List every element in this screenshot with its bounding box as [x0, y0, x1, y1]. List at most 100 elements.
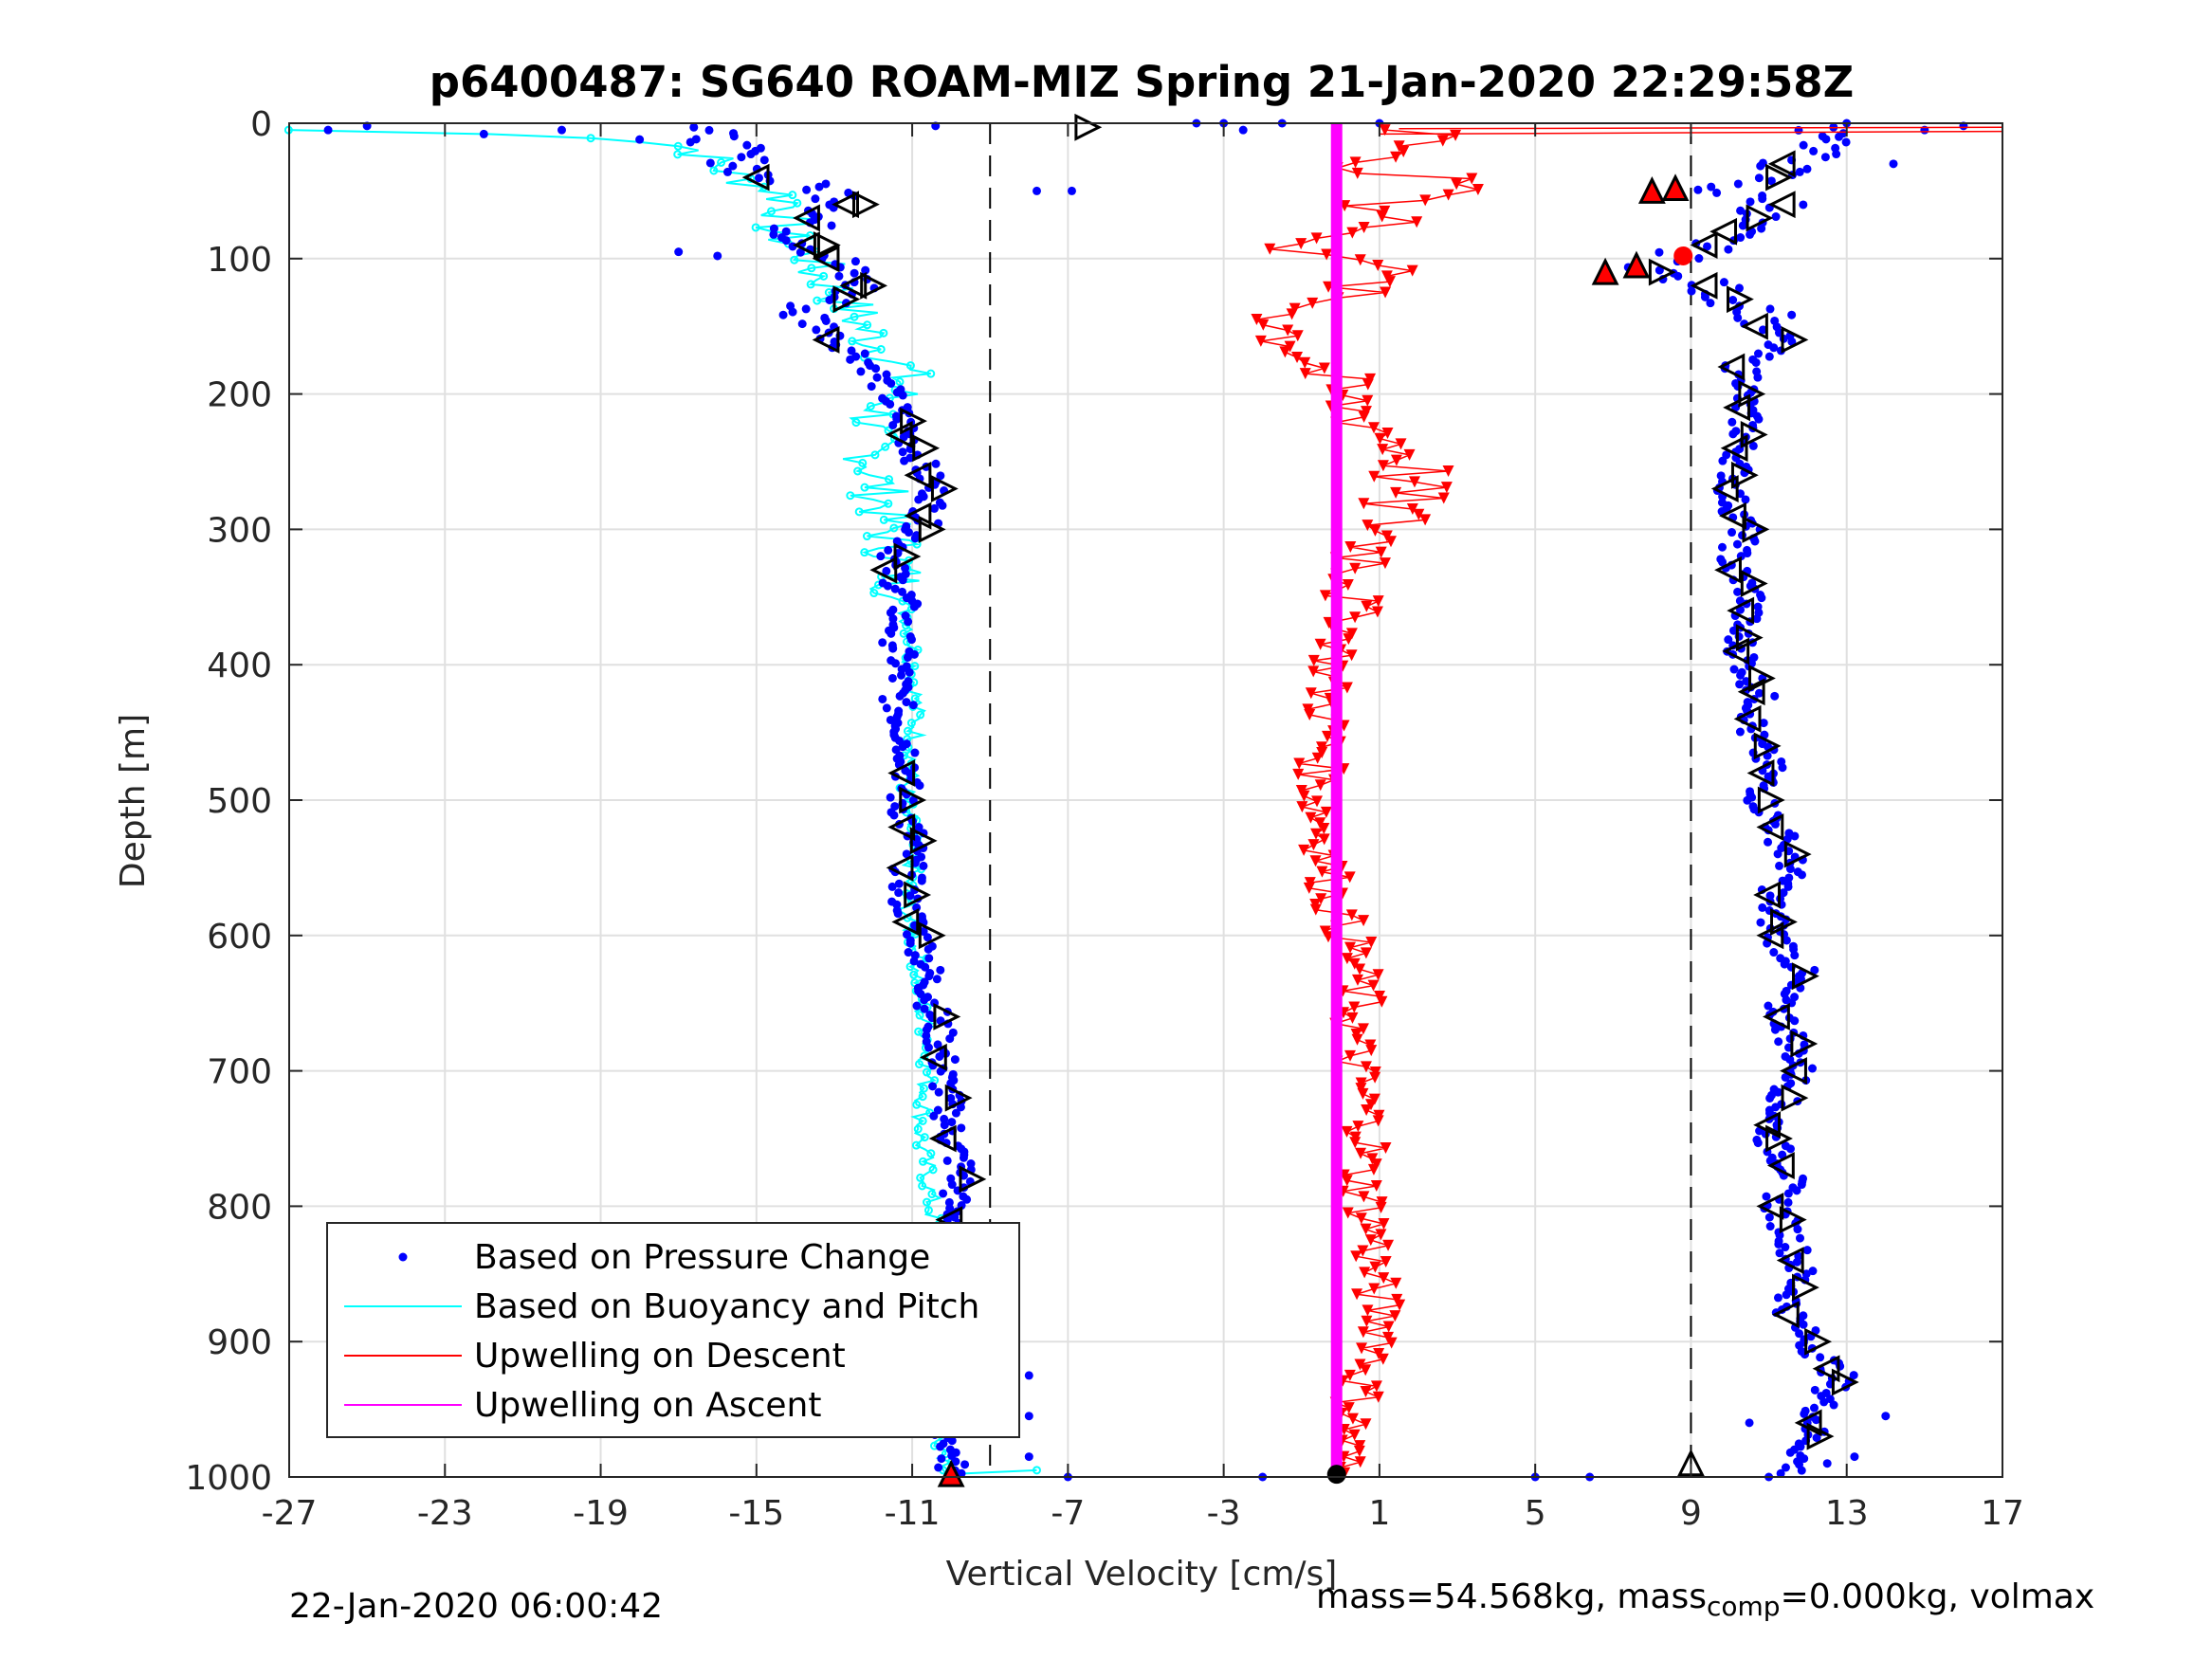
series-pressure-point-ascent — [1842, 137, 1851, 146]
y-tick-label: 300 — [207, 511, 272, 550]
series-pressure-point-ascent — [1774, 1037, 1782, 1046]
series-pressure-point-ascent — [1735, 680, 1744, 688]
series-pressure-point-descent — [779, 311, 788, 319]
series-upwelling-descent-marker — [1373, 1115, 1384, 1126]
series-pressure-point-ascent — [1718, 543, 1727, 552]
series-pressure-point-descent — [897, 671, 905, 680]
series-upwelling-descent-marker — [1358, 1326, 1369, 1338]
x-tick-label: 17 — [1981, 1494, 2024, 1533]
series-pressure-point-ascent — [1728, 296, 1737, 304]
series-upwelling-descent-marker — [1356, 1212, 1367, 1224]
y-tick-label: 200 — [207, 376, 272, 415]
series-pressure-point-ascent — [1790, 951, 1799, 959]
series-upwelling-descent-marker — [1307, 665, 1319, 677]
series-pressure-point-ascent — [1830, 1401, 1838, 1410]
series-pressure-point-ascent — [1736, 728, 1745, 737]
marker-ascent-left — [1771, 193, 1794, 216]
series-pressure-point-ascent — [1765, 1213, 1774, 1222]
series-pressure-point-descent — [887, 629, 895, 638]
series-pressure-point-ascent — [1733, 314, 1742, 322]
series-pressure-point-ascent — [1802, 165, 1811, 173]
legend-label: Upwelling on Ascent — [474, 1386, 821, 1425]
series-pressure-point-descent — [937, 1454, 945, 1463]
series-pressure-outlier — [1835, 133, 1843, 141]
series-pressure-point-descent — [802, 304, 811, 313]
series-upwelling-descent-marker — [1348, 1001, 1360, 1012]
series-pressure-outlier — [635, 136, 644, 144]
x-tick-label: 9 — [1680, 1494, 1702, 1533]
x-tick-label: -27 — [262, 1494, 318, 1533]
series-pressure-outlier — [480, 130, 488, 138]
series-pressure-point-ascent — [1800, 1321, 1808, 1329]
series-pressure-point-descent — [861, 350, 869, 358]
series-upwelling-descent-marker — [1359, 1267, 1370, 1278]
series-pressure-point-descent — [755, 173, 763, 182]
series-pressure-point-descent — [873, 374, 882, 382]
series-pressure-point-ascent — [1775, 862, 1783, 870]
footer-mass-sub: comp — [1707, 1591, 1781, 1622]
series-upwelling-descent-marker — [1316, 866, 1327, 878]
series-pressure-outlier — [674, 247, 683, 256]
series-upwelling-descent-marker — [1372, 607, 1383, 618]
series-pressure-point-descent — [935, 1088, 943, 1097]
series-pressure-point-ascent — [1757, 593, 1765, 602]
series-pressure-point-descent — [960, 1460, 969, 1468]
series-pressure-point-descent — [705, 126, 714, 135]
series-pressure-point-descent — [918, 877, 926, 885]
series-upwelling-descent-marker — [1257, 319, 1269, 331]
series-pressure-point-descent — [884, 582, 892, 591]
series-upwelling-descent-marker — [1321, 807, 1332, 818]
series-pressure-point-descent — [706, 158, 715, 167]
series-pressure-outlier — [1881, 1412, 1890, 1420]
series-pressure-point-ascent — [1769, 343, 1778, 352]
series-pressure-point-ascent — [1762, 1193, 1770, 1201]
series-pressure-point-ascent — [1787, 311, 1796, 319]
series-upwelling-descent-marker — [1383, 1321, 1395, 1332]
series-pressure-point-descent — [957, 1123, 965, 1132]
chart-title: p6400487: SG640 ROAM-MIZ Spring 21-Jan-2… — [430, 57, 1854, 107]
series-upwelling-descent-marker — [1319, 362, 1330, 374]
series-pressure-point-ascent — [1770, 692, 1779, 701]
series-upwelling-descent-marker — [1304, 709, 1315, 720]
series-pressure-point-ascent — [1784, 1198, 1793, 1207]
series-upwelling-descent-marker — [1389, 1310, 1400, 1322]
series-pressure-point-descent — [782, 236, 791, 245]
series-pressure-point-ascent — [1786, 1449, 1795, 1457]
series-pressure-point-descent — [834, 272, 843, 281]
series-upwelling-descent-marker — [1354, 964, 1365, 975]
series-upwelling-descent-marker — [1349, 611, 1361, 623]
series-pressure-point-ascent — [1733, 588, 1742, 596]
series-pressure-point-ascent — [1694, 254, 1703, 263]
series-upwelling-descent-marker — [1443, 190, 1454, 201]
series-pressure-point-ascent — [1832, 150, 1840, 158]
series-pressure-point-descent — [686, 137, 695, 146]
series-pressure-outlier — [1746, 1418, 1754, 1427]
series-pressure-point-descent — [798, 319, 807, 328]
series-pressure-point-descent — [906, 939, 915, 948]
series-pressure-point-descent — [886, 400, 894, 409]
series-upwelling-descent-marker — [1344, 1050, 1356, 1062]
series-pressure-point-descent — [945, 1034, 954, 1043]
series-upwelling-descent-marker — [1375, 1229, 1386, 1240]
series-upwelling-descent-marker — [1307, 298, 1318, 309]
series-pressure-outlier — [1823, 1459, 1832, 1468]
series-upwelling-descent-marker — [1361, 601, 1372, 612]
series-pressure-point-descent — [916, 781, 924, 790]
y-tick-label: 500 — [207, 782, 272, 821]
series-pressure-point-descent — [910, 603, 919, 611]
series-pressure-point-descent — [905, 528, 913, 537]
series-upwelling-descent-marker — [1376, 996, 1387, 1008]
series-pressure-point-descent — [928, 1082, 937, 1090]
series-upwelling-descent-marker — [1342, 1175, 1353, 1186]
series-pressure-point-ascent — [1756, 162, 1764, 171]
series-pressure-point-descent — [871, 364, 880, 373]
series-upwelling-descent-marker — [1312, 753, 1324, 764]
y-tick-label: 600 — [207, 918, 272, 957]
x-axis-label: Vertical Velocity [cm/s] — [946, 1555, 1338, 1594]
series-upwelling-descent-marker — [1360, 1386, 1371, 1397]
series-pressure-point-ascent — [1765, 304, 1774, 313]
series-pressure-point-descent — [889, 811, 898, 819]
series-pressure-point-descent — [888, 674, 897, 683]
series-pressure-point-ascent — [1790, 831, 1799, 840]
series-pressure-point-ascent — [1706, 299, 1714, 307]
